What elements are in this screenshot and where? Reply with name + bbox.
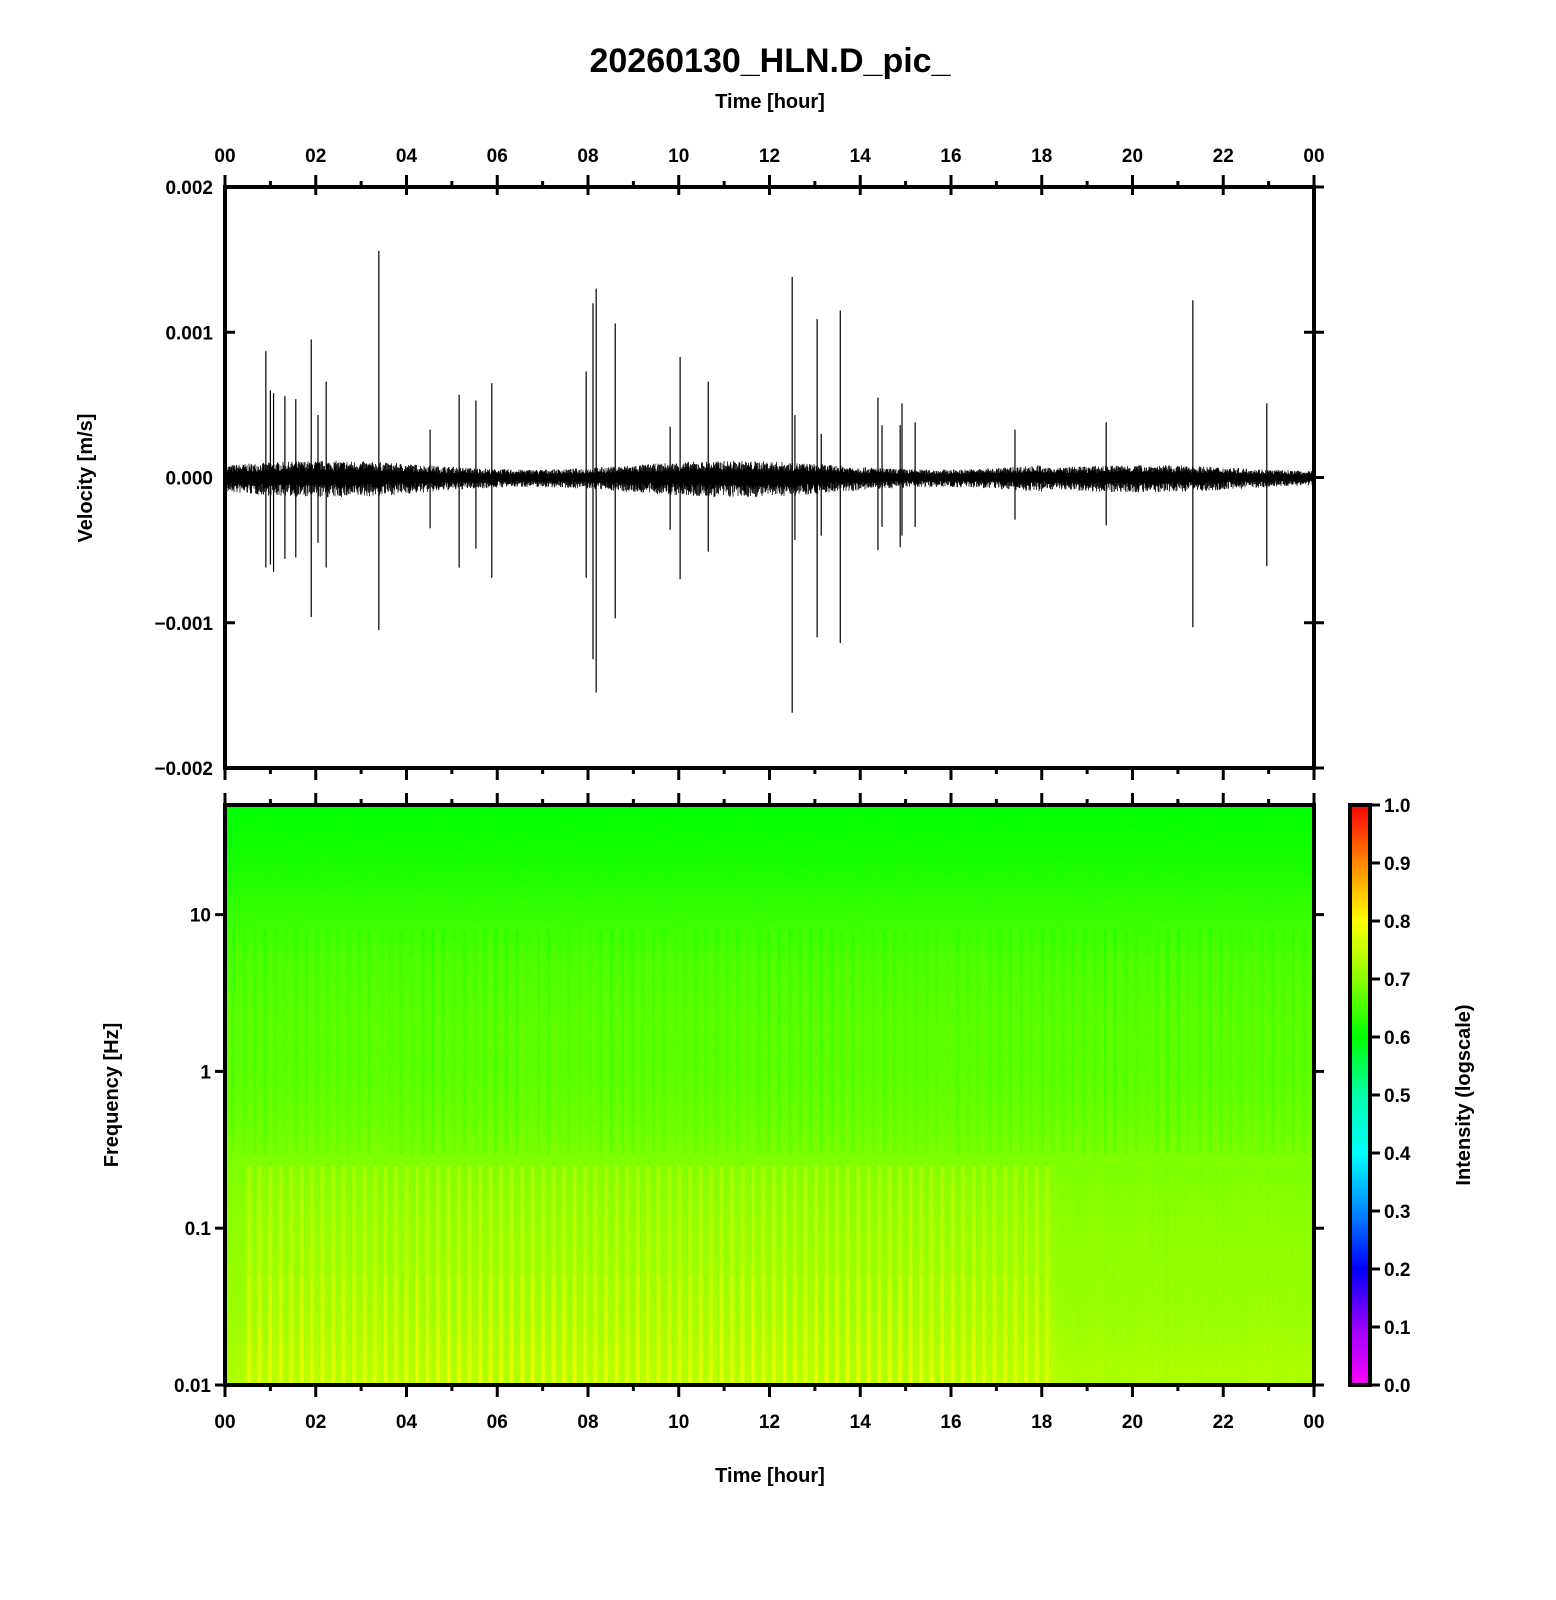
frequency-y-tick-labels: 0.01 0.1 1 10 xyxy=(174,906,211,1397)
bottom-x-tick-label: 02 xyxy=(305,1412,326,1433)
colorbar-tick-label: 0.9 xyxy=(1384,854,1410,875)
colorbar-tick-label: 0.1 xyxy=(1384,1318,1411,1339)
top-x-tick-label: 02 xyxy=(305,146,326,167)
velocity-y-tick-labels: −0.002 −0.001 0.000 0.001 0.002 xyxy=(154,178,213,780)
bottom-x-tick-label: 14 xyxy=(850,1412,872,1433)
colorbar-gradient xyxy=(1350,805,1370,1385)
top-x-tick-label: 20 xyxy=(1122,146,1143,167)
velocity-trace xyxy=(226,460,1313,498)
chart-title: 20260130_HLN.D_pic_ xyxy=(589,42,951,80)
top-x-tick-labels: 00 02 04 06 08 10 12 14 16 18 20 22 00 xyxy=(214,146,1324,167)
bottom-x-tick-labels: 00 02 04 06 08 10 12 14 16 18 20 22 00 xyxy=(214,1412,1324,1433)
spectrogram-heatmap xyxy=(225,805,1314,1385)
top-x-tick-label: 10 xyxy=(668,146,689,167)
velocity-y-tick-label: 0.000 xyxy=(165,469,213,490)
colorbar xyxy=(1350,805,1370,1385)
colorbar-label: Intensity (logscale) xyxy=(1453,1004,1475,1185)
top-x-tick-label: 00 xyxy=(214,146,235,167)
top-x-tick-label: 16 xyxy=(940,146,961,167)
top-x-tick-label: 22 xyxy=(1213,146,1234,167)
bottom-x-tick-label: 18 xyxy=(1031,1412,1052,1433)
bottom-x-tick-label: 10 xyxy=(668,1412,689,1433)
top-x-tick-label: 04 xyxy=(396,146,418,167)
velocity-y-tick-label: −0.001 xyxy=(154,614,213,635)
colorbar-tick-label: 0.3 xyxy=(1384,1202,1410,1223)
colorbar-tick-label: 0.7 xyxy=(1384,970,1410,991)
bottom-x-tick-label: 08 xyxy=(577,1412,598,1433)
top-x-tick-label: 00 xyxy=(1303,146,1324,167)
top-x-axis-label: Time [hour] xyxy=(715,91,825,113)
axes-frames xyxy=(215,175,1380,1397)
frequency-y-axis-label: Frequency [Hz] xyxy=(101,1023,123,1167)
bottom-x-tick-label: 20 xyxy=(1122,1412,1143,1433)
bottom-x-tick-label: 16 xyxy=(940,1412,961,1433)
bottom-x-tick-label: 22 xyxy=(1213,1412,1234,1433)
velocity-y-axis-label: Velocity [m/s] xyxy=(75,414,97,543)
velocity-y-tick-label: 0.002 xyxy=(165,178,213,199)
bottom-x-tick-label: 04 xyxy=(396,1412,418,1433)
frequency-y-tick-label: 0.01 xyxy=(174,1376,211,1397)
colorbar-tick-label: 0.0 xyxy=(1384,1376,1410,1397)
colorbar-tick-label: 0.8 xyxy=(1384,912,1410,933)
colorbar-tick-label: 0.4 xyxy=(1384,1144,1411,1165)
spectrogram-panel xyxy=(225,805,1314,1385)
top-x-tick-label: 06 xyxy=(487,146,508,167)
velocity-y-tick-label: −0.002 xyxy=(154,759,213,780)
bottom-x-tick-label: 12 xyxy=(759,1412,780,1433)
top-x-tick-label: 12 xyxy=(759,146,780,167)
top-x-tick-label: 18 xyxy=(1031,146,1052,167)
bottom-x-tick-label: 06 xyxy=(487,1412,508,1433)
velocity-y-tick-label: 0.001 xyxy=(165,323,213,344)
top-x-tick-label: 08 xyxy=(577,146,598,167)
bottom-x-tick-label: 00 xyxy=(1303,1412,1324,1433)
colorbar-tick-label: 0.2 xyxy=(1384,1260,1410,1281)
colorbar-tick-label: 1.0 xyxy=(1384,796,1410,817)
frequency-y-tick-label: 1 xyxy=(200,1062,211,1083)
bottom-x-tick-label: 00 xyxy=(214,1412,235,1433)
colorbar-tick-labels: 0.0 0.1 0.2 0.3 0.4 0.5 0.6 0.7 0.8 0.9 1.0 xyxy=(1384,796,1411,1397)
colorbar-tick-label: 0.5 xyxy=(1384,1086,1411,1107)
frequency-y-tick-label: 10 xyxy=(190,906,211,927)
colorbar-tick-label: 0.6 xyxy=(1384,1028,1410,1049)
waveform-panel xyxy=(226,250,1313,713)
bottom-x-axis-label: Time [hour] xyxy=(715,1465,825,1487)
frequency-y-tick-label: 0.1 xyxy=(185,1219,212,1240)
top-x-tick-label: 14 xyxy=(850,146,872,167)
